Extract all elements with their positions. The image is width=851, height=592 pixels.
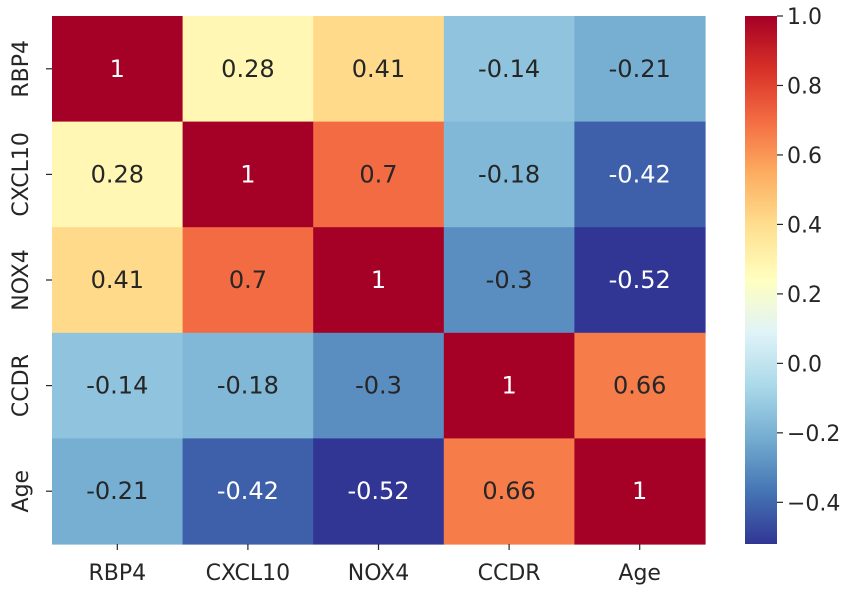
x-tick-label: CCDR <box>478 561 541 586</box>
heatmap-cell-rbp4-ccdr <box>443 16 575 123</box>
heatmap-cell-cxcl10-age <box>574 121 706 228</box>
heatmap-cell-age-ccdr <box>443 438 575 545</box>
heatmap-cell-nox4-ccdr <box>443 227 575 334</box>
cell-value-label: -0.3 <box>355 372 402 400</box>
y-tick-label: RBP4 <box>9 40 34 98</box>
y-axis-ticks: RBP4 CXCL10 NOX4 CCDR Age <box>9 40 52 513</box>
y-tick-label: CXCL10 <box>9 132 34 216</box>
cell-value-label: -0.52 <box>609 266 671 294</box>
colorbar-tick-label: −0.2 <box>787 422 840 447</box>
heatmap-cell-ccdr-cxcl10 <box>182 332 314 439</box>
heatmap-cell-age-cxcl10 <box>182 438 314 545</box>
heatmap-cell-cxcl10-cxcl10 <box>182 121 314 228</box>
cell-value-label: 0.66 <box>613 372 666 400</box>
cell-value-label: -0.52 <box>347 477 409 505</box>
cell-value-label: -0.18 <box>217 372 279 400</box>
colorbar-tick-label: 0.0 <box>787 352 822 377</box>
cell-value-label: 0.7 <box>359 160 397 188</box>
cell-value-label: 1 <box>501 372 516 400</box>
cell-value-label: 0.7 <box>229 266 267 294</box>
cell-value-label: 1 <box>240 160 255 188</box>
cell-value-label: 0.28 <box>91 160 144 188</box>
y-tick-label: NOX4 <box>9 249 34 310</box>
heatmap-cell-nox4-age <box>574 227 706 334</box>
heatmap-cell-nox4-nox4 <box>313 227 445 334</box>
x-axis-ticks: RBP4 CXCL10 NOX4 CCDR Age <box>88 544 661 586</box>
heatmap-cells: 1 0.28 0.41 -0.14 -0.21 0.28 1 0.7 -0.18 -0.42 0.4… <box>52 16 706 545</box>
cell-value-label: 1 <box>632 477 647 505</box>
heatmap-cell-ccdr-rbp4 <box>52 332 184 439</box>
colorbar-ticks: 1.0 0.8 0.6 0.4 0.2 0.0 −0.2 −0.4 <box>777 5 840 516</box>
cell-value-label: -0.18 <box>478 160 540 188</box>
colorbar-tick-label: 0.8 <box>787 74 822 99</box>
cell-value-label: -0.42 <box>609 160 671 188</box>
cell-value-label: 0.41 <box>91 266 144 294</box>
colorbar <box>745 16 777 544</box>
heatmap-cell-rbp4-cxcl10 <box>182 16 314 123</box>
x-tick-label: RBP4 <box>88 561 146 586</box>
cell-value-label: -0.21 <box>86 477 148 505</box>
y-tick-label: Age <box>9 470 34 513</box>
cell-value-label: -0.21 <box>609 55 671 83</box>
colorbar-tick-label: −0.4 <box>787 491 840 516</box>
cell-value-label: 1 <box>371 266 386 294</box>
colorbar-tick-label: 0.2 <box>787 283 822 308</box>
colorbar-tick-label: 0.4 <box>787 213 822 238</box>
colorbar-tick-label: 1.0 <box>787 5 822 30</box>
cell-value-label: 0.66 <box>482 477 535 505</box>
heatmap-cell-ccdr-nox4 <box>313 332 445 439</box>
heatmap-cell-nox4-cxcl10 <box>182 227 314 334</box>
x-tick-label: NOX4 <box>348 561 409 586</box>
heatmap-cell-nox4-rbp4 <box>52 227 184 334</box>
heatmap-cell-age-rbp4 <box>52 438 184 545</box>
cell-value-label: 1 <box>110 55 125 83</box>
cell-value-label: -0.3 <box>486 266 533 294</box>
heatmap-cell-rbp4-age <box>574 16 706 123</box>
colorbar-tick-label: 0.6 <box>787 144 822 169</box>
heatmap-cell-age-age <box>574 438 706 545</box>
cell-value-label: 0.28 <box>221 55 274 83</box>
cell-value-label: -0.42 <box>217 477 279 505</box>
heatmap-cell-rbp4-nox4 <box>313 16 445 123</box>
heatmap-cell-ccdr-age <box>574 332 706 439</box>
heatmap-cell-cxcl10-ccdr <box>443 121 575 228</box>
heatmap-cell-ccdr-ccdr <box>443 332 575 439</box>
heatmap-cell-rbp4-rbp4 <box>52 16 184 123</box>
x-tick-label: Age <box>618 561 661 586</box>
cell-value-label: 0.41 <box>352 55 405 83</box>
heatmap-cell-age-nox4 <box>313 438 445 545</box>
x-tick-label: CXCL10 <box>206 561 290 586</box>
heatmap-cell-cxcl10-rbp4 <box>52 121 184 228</box>
cell-value-label: -0.14 <box>478 55 540 83</box>
y-tick-label: CCDR <box>9 354 34 417</box>
cell-value-label: -0.14 <box>86 372 148 400</box>
heatmap-cell-cxcl10-nox4 <box>313 121 445 228</box>
